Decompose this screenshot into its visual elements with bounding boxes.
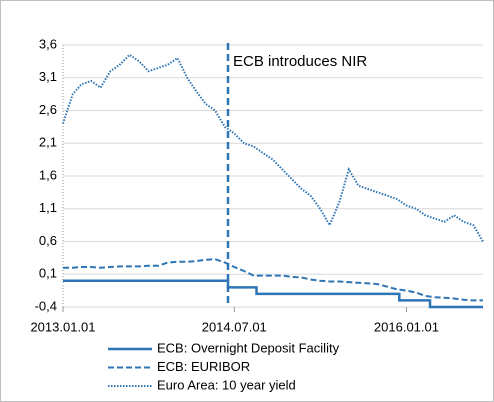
y-tick-label: 3,1 [39, 69, 57, 84]
y-tick-label: 3,6 [39, 36, 57, 51]
legend-label: Euro Area: 10 year yield [157, 377, 296, 392]
legend-label: ECB: EURIBOR [157, 359, 250, 374]
y-tick-label: 1,1 [39, 200, 57, 215]
series-line [63, 279, 483, 309]
annotation-text: ECB introduces NIR [233, 53, 367, 70]
y-tick-label: 1,6 [39, 167, 57, 182]
y-tick-label: 0,1 [39, 266, 57, 281]
series-line [62, 53, 484, 243]
series-line [63, 258, 483, 302]
y-tick-label: 0,6 [39, 233, 57, 248]
y-tick-label: 2,1 [39, 135, 57, 150]
legend-label: ECB: Overnight Deposit Facility [157, 340, 340, 355]
x-tick-label: 2014.07.01 [202, 319, 267, 334]
x-tick-label: 2016.01.01 [374, 319, 439, 334]
y-tick-label: 2,6 [39, 102, 57, 117]
x-tick-label: 2013.01.01 [30, 319, 95, 334]
y-tick-label: -0,4 [35, 298, 57, 313]
